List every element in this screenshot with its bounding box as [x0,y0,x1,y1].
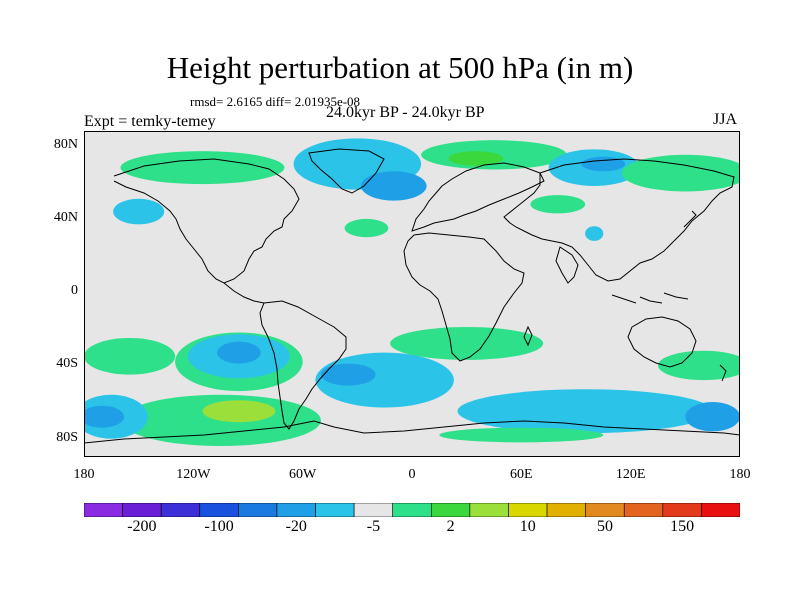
lon-tick-label: 0 [408,467,416,482]
anomaly-region-neg-mid [217,341,261,364]
colorbar-segment [469,503,509,517]
lon-tick-label: 60E [510,467,533,482]
coast-north-america [113,158,300,284]
coast-asia [503,158,735,282]
anomaly-region-neg-mid [360,171,427,201]
lon-tick-label: 180 [73,467,95,482]
colorbar-segment [84,503,123,517]
anomaly-region-pos-low [621,154,740,192]
coast-madagascar [523,325,533,347]
anomaly-region-neg-low [457,389,713,434]
anomaly-region-pos-low [344,218,389,238]
coast-europe [411,162,545,232]
anomaly-region-neg-mid [84,405,125,428]
colorbar-segment [199,503,239,517]
anomaly-region-pos-low [530,195,586,214]
colorbar-segment [353,503,394,517]
anomaly-map [84,131,740,457]
colorbar-label: -5 [366,518,381,535]
anomaly-region-neg-mid [685,402,740,432]
coast-central-america [223,282,265,304]
colorbar-segment [701,503,740,517]
anomaly-region-pos-low [120,151,285,185]
coast-south-america [259,300,347,430]
coast-africa [403,232,525,362]
coast-indonesia [611,292,689,304]
lat-tick-label: 80S [56,429,78,445]
lat-tick-label: 40N [53,209,78,225]
coast-australia [627,316,697,368]
lat-tick-label: 40S [56,356,78,372]
lon-tick-label: 120E [615,467,646,482]
colorbar-label: 10 [519,518,536,535]
colorbar-segment [430,503,471,517]
anomaly-region-pos-low [439,427,604,443]
season-label: JJA [713,111,738,128]
lon-tick-label: 60W [289,467,317,482]
colorbar-segment [623,503,664,517]
lat-tick-label: 0 [71,283,78,299]
colorbar-segment [160,503,201,517]
coast-india [555,246,579,284]
anomaly-region-pos-low [390,326,544,360]
colorbar-label: 50 [596,518,613,535]
period-label: 24.0kyr BP - 24.0kyr BP [326,104,485,121]
coast-greenland [308,148,385,194]
colorbar-label: -200 [127,518,157,535]
colorbar-label: 2 [446,518,455,535]
coastlines [84,148,740,444]
coast-antarctica [84,420,740,444]
colorbar-segment [276,503,316,517]
colorbar-label: 150 [670,518,695,535]
anomaly-region-neg-mid [581,156,626,172]
colorbar-label: -100 [204,518,234,535]
anomaly-region-pos-low [658,350,740,381]
colorbar-segment [546,503,586,517]
colorbar-segment [508,503,548,517]
lon-tick-label: 120W [176,467,211,482]
anomaly-region-neg-low [585,226,604,241]
anomaly-regions [84,138,740,447]
anomaly-region-neg-low [113,198,165,225]
colorbar-segment [662,503,702,517]
experiment-label: Expt = temky-temey [84,113,216,130]
coast-new-zealand [719,364,727,382]
anomaly-region-pos-mid [202,400,276,423]
colorbar-segment [238,503,278,517]
anomaly-region-pos-low [84,337,176,375]
colorbar-label: -20 [285,518,307,535]
lon-tick-label: 180 [729,467,751,482]
colorbar-segment [122,503,162,517]
coast-japan [683,210,697,228]
anomaly-region-pos-mid [448,151,504,166]
lat-tick-label: 80N [53,136,78,152]
plot-title: Height perturbation at 500 hPa (in m) [166,50,634,85]
colorbar [84,503,740,517]
anomaly-region-neg-mid [320,363,376,386]
colorbar-segment [315,503,355,517]
colorbar-segment [392,503,432,517]
colorbar-segment [585,503,625,517]
stats-text: rmsd= 2.6165 diff= 2.01935e-08 [190,94,361,109]
